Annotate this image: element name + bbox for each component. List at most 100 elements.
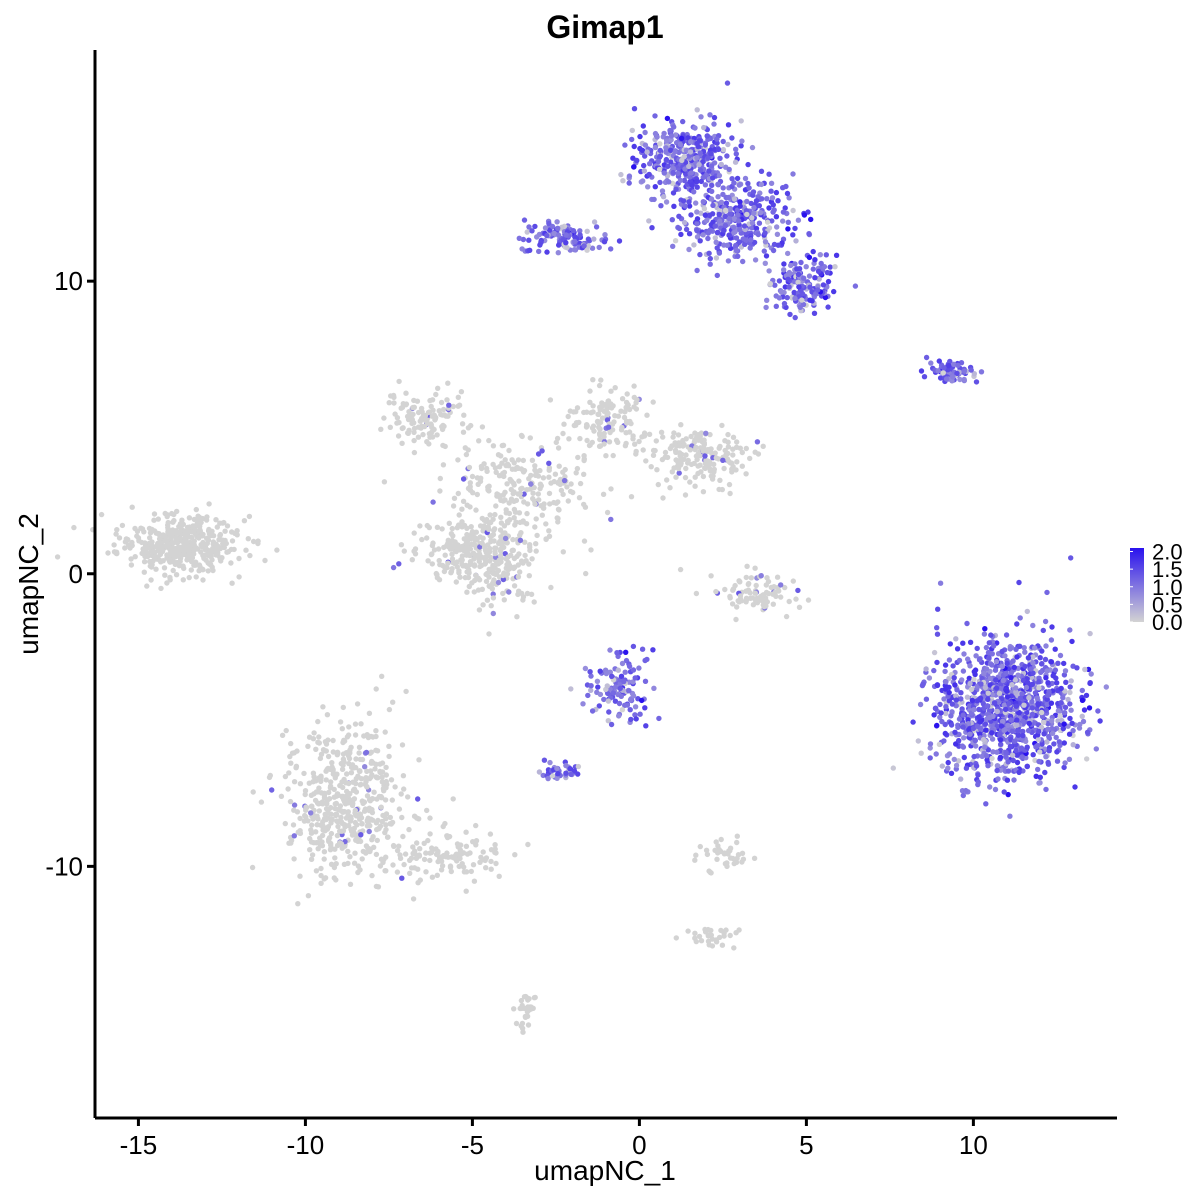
cell-point bbox=[308, 810, 314, 816]
cell-point bbox=[1000, 677, 1006, 684]
cell-point bbox=[533, 516, 539, 522]
cell-point bbox=[229, 580, 235, 586]
cell-point bbox=[1042, 656, 1049, 663]
cell-point bbox=[626, 406, 633, 413]
cell-point bbox=[339, 766, 346, 772]
cell-point bbox=[713, 255, 720, 261]
cell-point bbox=[1013, 685, 1019, 691]
cell-point bbox=[132, 554, 138, 560]
cell-point bbox=[1032, 690, 1039, 696]
cell-point bbox=[735, 253, 741, 259]
cell-point bbox=[1087, 680, 1093, 687]
cell-point bbox=[473, 822, 479, 829]
cell-point bbox=[620, 178, 626, 184]
cell-point bbox=[739, 859, 745, 865]
cell-point bbox=[572, 238, 578, 245]
cell-point bbox=[706, 463, 712, 469]
colorbar-tick-label: 2.0 bbox=[1152, 540, 1183, 565]
cell-point bbox=[733, 151, 739, 157]
cell-point bbox=[506, 447, 512, 454]
cell-point bbox=[628, 716, 634, 723]
cell-point bbox=[366, 797, 373, 803]
cell-point bbox=[935, 606, 941, 612]
cell-point bbox=[490, 579, 496, 585]
cell-point bbox=[961, 376, 967, 383]
cell-point bbox=[630, 643, 637, 650]
cell-point bbox=[796, 284, 802, 290]
cell-point bbox=[229, 538, 236, 544]
cell-point bbox=[350, 779, 356, 785]
cell-point bbox=[694, 209, 700, 215]
cell-point bbox=[392, 411, 398, 417]
cell-point bbox=[175, 549, 182, 555]
cell-point bbox=[333, 771, 340, 778]
cell-point bbox=[411, 437, 417, 444]
cell-point bbox=[1019, 754, 1025, 760]
cell-point bbox=[139, 526, 146, 532]
cell-point bbox=[710, 175, 716, 181]
cell-point bbox=[1086, 705, 1093, 711]
cell-point bbox=[714, 272, 720, 279]
cell-point bbox=[731, 945, 737, 951]
cell-point bbox=[601, 239, 608, 245]
cell-point bbox=[564, 484, 570, 490]
cell-point bbox=[511, 1006, 517, 1012]
cell-point bbox=[560, 430, 566, 437]
cell-point bbox=[675, 432, 682, 438]
cell-point bbox=[731, 229, 737, 236]
cell-point bbox=[129, 539, 135, 546]
cell-point bbox=[1066, 756, 1073, 762]
cell-point bbox=[695, 470, 701, 477]
cell-point bbox=[186, 515, 193, 521]
cell-point bbox=[315, 718, 321, 725]
cell-point bbox=[782, 205, 788, 211]
cell-point bbox=[714, 856, 720, 862]
cell-point bbox=[660, 495, 666, 501]
cell-point bbox=[961, 735, 967, 741]
cell-point bbox=[348, 770, 355, 776]
cell-point bbox=[1053, 734, 1059, 741]
cell-point bbox=[207, 551, 214, 557]
cell-point bbox=[495, 579, 502, 586]
cell-point bbox=[739, 449, 745, 456]
cell-point bbox=[694, 216, 701, 222]
cell-point bbox=[616, 713, 622, 719]
cell-point bbox=[562, 466, 568, 473]
cell-point bbox=[926, 675, 933, 681]
cell-point bbox=[354, 701, 361, 707]
cell-point bbox=[667, 127, 673, 134]
cell-point bbox=[631, 106, 638, 112]
cell-point bbox=[989, 651, 995, 657]
cell-point bbox=[374, 837, 380, 844]
cell-point bbox=[400, 833, 406, 840]
cell-point bbox=[619, 707, 626, 713]
cell-point bbox=[1009, 752, 1016, 758]
cell-point bbox=[160, 558, 166, 564]
cell-point bbox=[484, 597, 491, 603]
cell-point bbox=[492, 511, 498, 518]
cell-point bbox=[778, 594, 784, 600]
cell-point bbox=[946, 689, 952, 696]
cell-point bbox=[983, 644, 990, 651]
cell-point bbox=[469, 473, 476, 480]
cell-point bbox=[546, 465, 553, 471]
cell-point bbox=[356, 750, 362, 756]
cell-point bbox=[1058, 700, 1064, 706]
cell-point bbox=[726, 232, 732, 238]
cell-point bbox=[1014, 717, 1020, 723]
cell-point bbox=[598, 377, 604, 383]
cell-point bbox=[500, 576, 507, 583]
cell-point bbox=[1008, 675, 1014, 681]
cell-point bbox=[702, 182, 709, 188]
cell-point bbox=[790, 171, 796, 177]
cell-point bbox=[590, 409, 596, 415]
cell-point bbox=[555, 445, 562, 451]
cell-point bbox=[243, 547, 249, 553]
cell-point bbox=[501, 570, 507, 576]
cell-point bbox=[340, 739, 346, 746]
cell-point bbox=[1067, 701, 1073, 707]
cell-point bbox=[434, 575, 441, 581]
cell-point bbox=[993, 685, 1000, 691]
cell-point bbox=[386, 753, 392, 760]
cell-point bbox=[762, 260, 768, 266]
